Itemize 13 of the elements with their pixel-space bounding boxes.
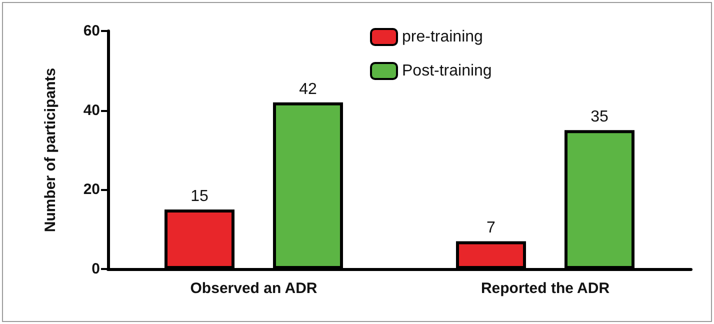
legend-label: Post-training [402,62,492,80]
y-tick-label: 40 [83,102,100,119]
data-label: 42 [299,80,317,98]
data-label: 7 [486,220,496,237]
y-tick-label: 60 [83,22,100,40]
y-tick-label: 20 [83,181,100,198]
data-label: 15 [190,188,208,205]
y-tick-label: 0 [92,260,100,278]
legend-label: pre-training [402,28,483,46]
x-tick-label: Observed an ADR [190,280,318,297]
x-tick-label: Reported the ADR [480,280,610,297]
y-axis-title: Number of participants [42,68,59,232]
data-label: 35 [590,108,608,126]
